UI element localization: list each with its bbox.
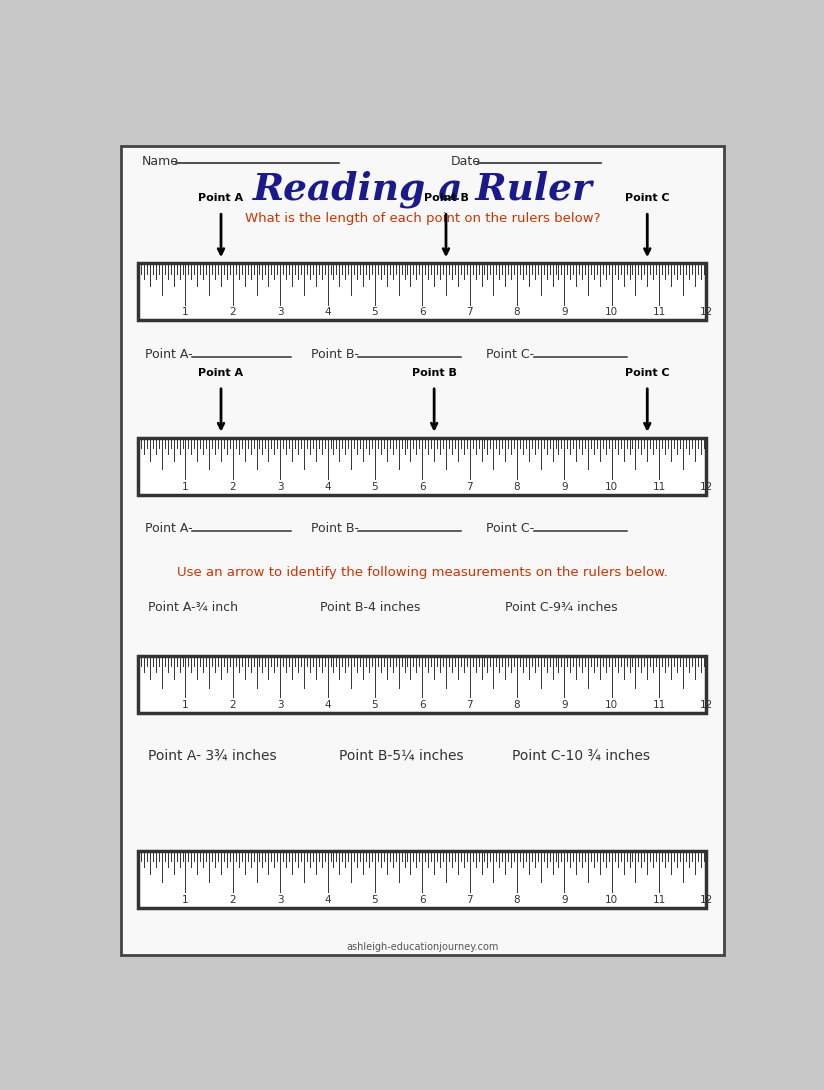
Text: 6: 6 — [419, 482, 426, 492]
Text: 11: 11 — [653, 700, 666, 710]
Text: 4: 4 — [325, 482, 331, 492]
Text: 1: 1 — [182, 482, 189, 492]
Bar — [138, 851, 706, 908]
Text: 5: 5 — [372, 895, 378, 905]
Text: 5: 5 — [372, 700, 378, 710]
Text: 5: 5 — [372, 482, 378, 492]
Text: Point C-10 ¾ inches: Point C-10 ¾ inches — [512, 748, 649, 762]
Text: 2: 2 — [230, 307, 236, 317]
Text: 9: 9 — [561, 895, 568, 905]
Text: 11: 11 — [653, 307, 666, 317]
Text: 2: 2 — [230, 482, 236, 492]
Text: 4: 4 — [325, 700, 331, 710]
Bar — [138, 656, 706, 713]
Text: 6: 6 — [419, 700, 426, 710]
Text: Point B: Point B — [424, 193, 468, 203]
Text: 1: 1 — [182, 895, 189, 905]
Text: 11: 11 — [653, 482, 666, 492]
Text: 8: 8 — [513, 895, 520, 905]
Text: Point A: Point A — [199, 367, 244, 377]
Text: 7: 7 — [466, 482, 473, 492]
Text: Point B: Point B — [412, 367, 456, 377]
Text: 10: 10 — [605, 700, 618, 710]
Text: 5: 5 — [372, 307, 378, 317]
Text: Point C: Point C — [625, 367, 670, 377]
Text: 9: 9 — [561, 482, 568, 492]
Bar — [138, 438, 706, 495]
Text: 10: 10 — [605, 895, 618, 905]
Text: Point C-: Point C- — [486, 522, 534, 535]
Text: 3: 3 — [277, 895, 283, 905]
Text: 11: 11 — [653, 895, 666, 905]
Text: Point A: Point A — [199, 193, 244, 203]
Text: 10: 10 — [605, 307, 618, 317]
Text: Point C-9¾ inches: Point C-9¾ inches — [505, 601, 618, 614]
Text: Date: Date — [451, 155, 481, 168]
Text: 4: 4 — [325, 895, 331, 905]
Text: 8: 8 — [513, 700, 520, 710]
Bar — [138, 264, 706, 320]
Text: 8: 8 — [513, 307, 520, 317]
Text: 6: 6 — [419, 307, 426, 317]
Text: ashleigh-educationjourney.com: ashleigh-educationjourney.com — [346, 942, 499, 952]
Text: 4: 4 — [325, 307, 331, 317]
Text: 6: 6 — [419, 895, 426, 905]
Text: Use an arrow to identify the following measurements on the rulers below.: Use an arrow to identify the following m… — [177, 566, 667, 579]
Text: 9: 9 — [561, 700, 568, 710]
Text: Point B-: Point B- — [311, 522, 358, 535]
Text: Point B-4 inches: Point B-4 inches — [320, 601, 420, 614]
Text: Point C: Point C — [625, 193, 670, 203]
Text: 7: 7 — [466, 307, 473, 317]
Text: 12: 12 — [700, 895, 713, 905]
Text: What is the length of each point on the rulers below?: What is the length of each point on the … — [245, 213, 600, 226]
Text: 3: 3 — [277, 700, 283, 710]
Text: 2: 2 — [230, 895, 236, 905]
Text: Point B-5¼ inches: Point B-5¼ inches — [339, 748, 464, 762]
Text: 7: 7 — [466, 895, 473, 905]
Text: 9: 9 — [561, 307, 568, 317]
Text: Point C-: Point C- — [486, 348, 534, 361]
Text: Reading a Ruler: Reading a Ruler — [252, 171, 592, 208]
Text: Point B-: Point B- — [311, 348, 358, 361]
Text: Point A-: Point A- — [144, 522, 192, 535]
Text: 12: 12 — [700, 482, 713, 492]
Text: 7: 7 — [466, 700, 473, 710]
Text: 1: 1 — [182, 307, 189, 317]
Text: Name: Name — [142, 155, 178, 168]
Text: 1: 1 — [182, 700, 189, 710]
Text: 2: 2 — [230, 700, 236, 710]
Text: Point A-: Point A- — [144, 348, 192, 361]
Text: 8: 8 — [513, 482, 520, 492]
Text: 12: 12 — [700, 700, 713, 710]
Text: 3: 3 — [277, 482, 283, 492]
Text: 12: 12 — [700, 307, 713, 317]
Text: Point A- 3¾ inches: Point A- 3¾ inches — [147, 748, 276, 762]
Text: 3: 3 — [277, 307, 283, 317]
Text: Point A-¾ inch: Point A-¾ inch — [147, 601, 237, 614]
Text: 10: 10 — [605, 482, 618, 492]
